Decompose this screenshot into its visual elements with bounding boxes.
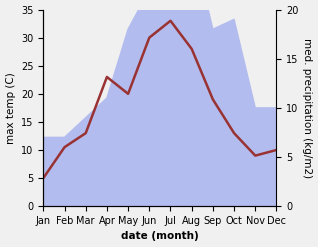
X-axis label: date (month): date (month) [121,231,199,242]
Y-axis label: med. precipitation (kg/m2): med. precipitation (kg/m2) [302,38,313,178]
Y-axis label: max temp (C): max temp (C) [5,72,16,144]
